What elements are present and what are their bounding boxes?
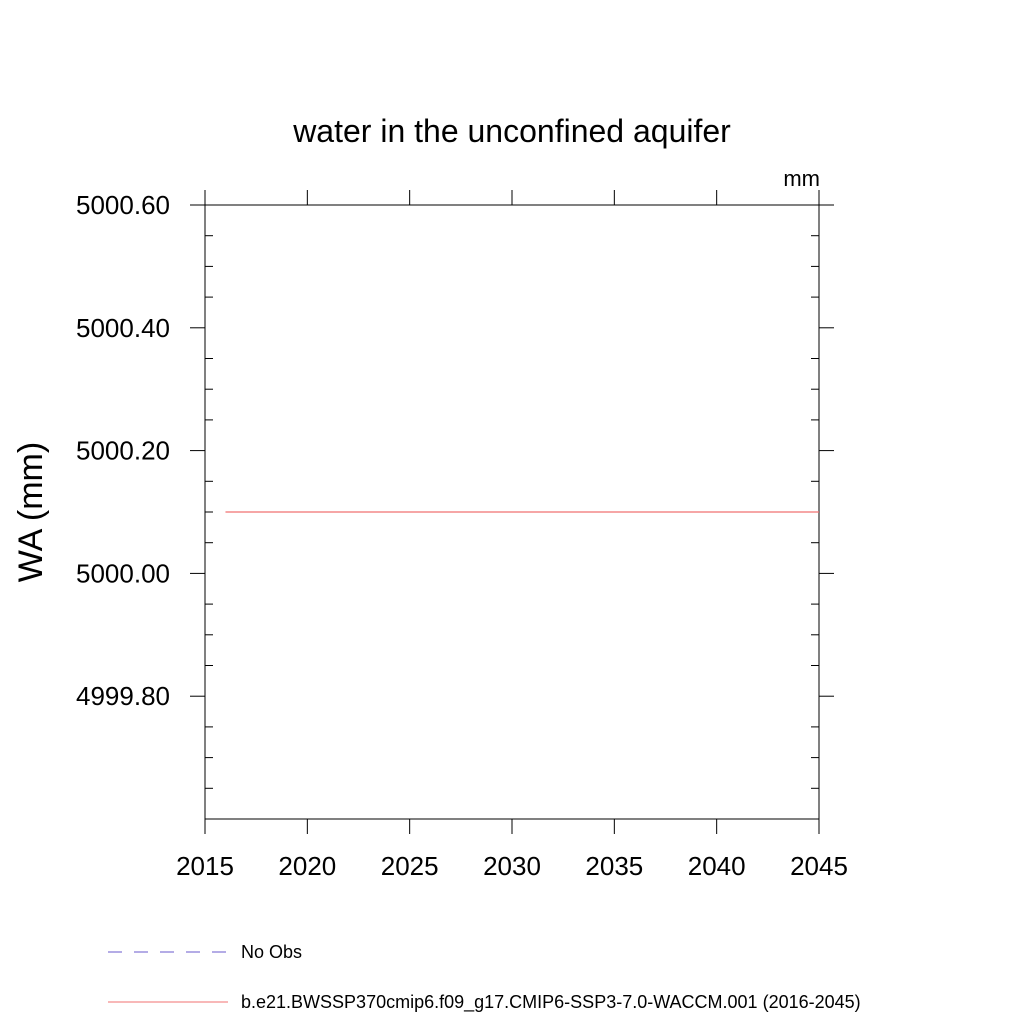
y-axis-label: WA (mm) <box>12 442 50 582</box>
axis-tick-labels: 2015 2020 2025 2030 2035 2040 2045 4999.80 5000.… <box>76 190 848 881</box>
x-tick-label: 2040 <box>688 851 746 881</box>
legend-label: b.e21.BWSSP370cmip6.f09_g17.CMIP6-SSP3-7… <box>241 992 861 1013</box>
chart-title: water in the unconfined aquifer <box>292 113 731 149</box>
x-tick-label: 2035 <box>585 851 643 881</box>
x-tick-label: 2045 <box>790 851 848 881</box>
y-tick-label: 5000.40 <box>76 313 170 343</box>
axis-ticks <box>190 190 834 834</box>
units-label: mm <box>783 166 820 191</box>
x-tick-label: 2020 <box>278 851 336 881</box>
y-tick-label: 5000.60 <box>76 190 170 220</box>
y-tick-label: 4999.80 <box>76 681 170 711</box>
x-tick-label: 2030 <box>483 851 541 881</box>
x-tick-label: 2015 <box>176 851 234 881</box>
y-tick-label: 5000.00 <box>76 558 170 588</box>
legend: No Obs b.e21.BWSSP370cmip6.f09_g17.CMIP6-… <box>108 942 861 1013</box>
legend-label: No Obs <box>241 942 302 962</box>
x-tick-label: 2025 <box>381 851 439 881</box>
y-tick-label: 5000.20 <box>76 436 170 466</box>
